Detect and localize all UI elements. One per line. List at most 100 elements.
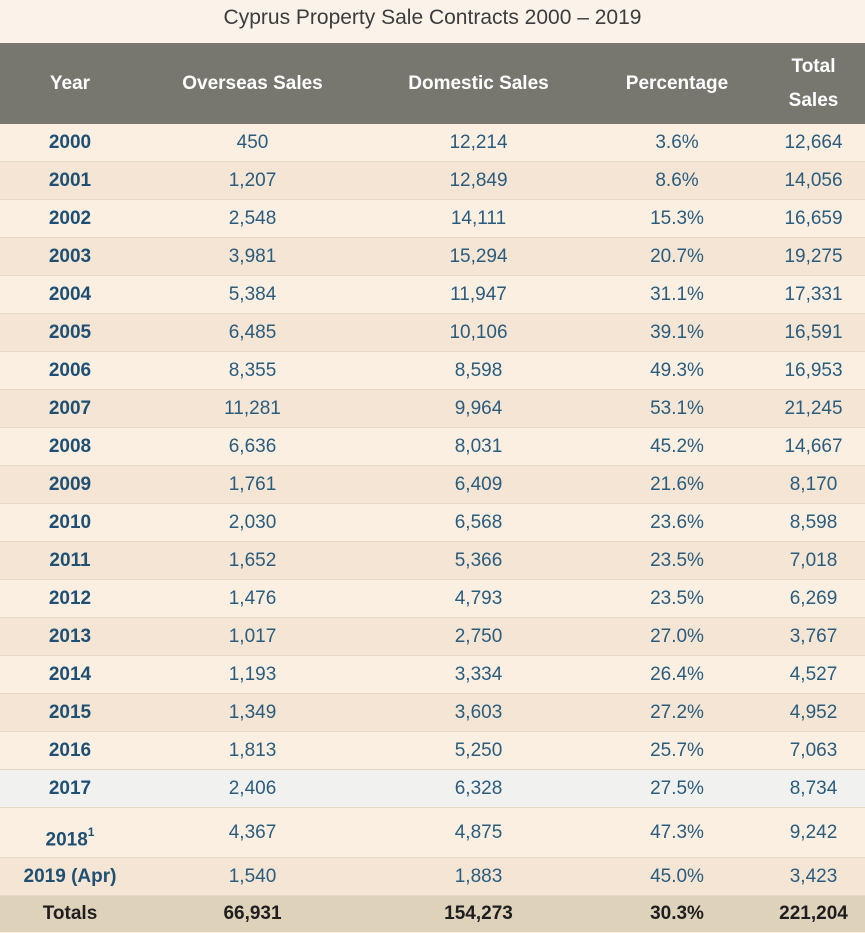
- cell-total-sales: 4,952: [762, 693, 865, 732]
- cell-year-text: 2004: [48, 283, 92, 305]
- cell-percentage: 45.2%: [592, 427, 762, 466]
- table-row: 2009 1,761 6,409 21.6% 8,170: [0, 465, 865, 504]
- cell-year-text: 2003: [48, 245, 92, 267]
- cell-overseas-sales-text: 6,636: [228, 435, 277, 457]
- cell-year-text: 2011: [49, 549, 91, 571]
- cell-overseas-sales-text: 450: [236, 131, 269, 153]
- cell-total-sales: 7,018: [762, 541, 865, 580]
- cell-percentage-text: 49.3%: [650, 359, 704, 381]
- cell-overseas-sales: 1,476: [140, 579, 365, 618]
- cell-total-sales-text: 7,063: [789, 739, 838, 761]
- cell-year-text: 2018: [45, 829, 88, 850]
- cell-percentage: 21.6%: [592, 465, 762, 504]
- table-row: 2014 1,193 3,334 26.4% 4,527: [0, 655, 865, 694]
- cell-percentage-text: 45.2%: [650, 435, 704, 457]
- header-row: Year Overseas Sales Domestic Sales Perce…: [0, 43, 865, 124]
- cell-total-sales: 8,170: [762, 465, 865, 504]
- header-percentage: Percentage: [592, 43, 762, 124]
- cell-year: 2014: [0, 655, 140, 694]
- cell-domestic-sales-text: 2,750: [454, 625, 503, 647]
- cell-year-text: 2016: [48, 739, 92, 761]
- cell-domestic-sales: 5,250: [365, 731, 592, 770]
- cell-year: 2008: [0, 427, 140, 466]
- cell-overseas-sales: 2,030: [140, 503, 365, 542]
- cell-domestic-sales-text: 12,214: [449, 131, 508, 153]
- cell-total-sales: 16,659: [762, 199, 865, 238]
- cell-percentage: 15.3%: [592, 199, 762, 238]
- cell-overseas-sales: 2,406: [140, 769, 365, 808]
- cell-overseas-sales: 1,207: [140, 161, 365, 200]
- cell-percentage-text: 15.3%: [650, 207, 704, 229]
- cell-domestic-sales-text: 3,334: [454, 663, 503, 685]
- cell-total-sales-text: 7,018: [789, 549, 838, 571]
- cell-total-sales: 19,275: [762, 237, 865, 276]
- table-row: 2010 2,030 6,568 23.6% 8,598: [0, 503, 865, 542]
- totals-label: Totals: [0, 895, 140, 932]
- cell-year-text: 2001: [48, 169, 92, 191]
- cell-total-sales-text: 14,667: [784, 435, 843, 457]
- table-row: 2005 6,485 10,106 39.1% 16,591: [0, 313, 865, 352]
- cell-year: 2006: [0, 351, 140, 390]
- table-row: 2006 8,355 8,598 49.3% 16,953: [0, 351, 865, 390]
- cell-percentage-text: 8.6%: [655, 169, 699, 191]
- table-row: 2015 1,349 3,603 27.2% 4,952: [0, 693, 865, 732]
- cell-percentage-text: 47.3%: [650, 821, 704, 843]
- header-year: Year: [0, 43, 140, 124]
- cell-overseas-sales: 2,548: [140, 199, 365, 238]
- cell-total-sales: 7,063: [762, 731, 865, 770]
- cell-year: 2015: [0, 693, 140, 732]
- cell-domestic-sales-text: 6,568: [454, 511, 503, 533]
- totals-percentage: 30.3%: [592, 895, 762, 932]
- cell-total-sales: 9,242: [762, 807, 865, 858]
- cell-overseas-sales: 1,540: [140, 857, 365, 896]
- cell-year: 2010: [0, 503, 140, 542]
- cell-total-sales-text: 16,953: [784, 359, 843, 381]
- cell-percentage: 31.1%: [592, 275, 762, 314]
- cell-overseas-sales: 1,652: [140, 541, 365, 580]
- cell-total-sales-text: 17,331: [784, 283, 843, 305]
- cell-total-sales: 12,664: [762, 124, 865, 162]
- table-row: 2008 6,636 8,031 45.2% 14,667: [0, 427, 865, 466]
- totals-overseas: 66,931: [140, 895, 365, 932]
- cell-domestic-sales-text: 6,328: [454, 777, 503, 799]
- cell-overseas-sales-text: 5,384: [228, 283, 277, 305]
- cell-percentage: 23.6%: [592, 503, 762, 542]
- cell-year-text: 2019 (Apr): [23, 865, 117, 887]
- table-row: 2016 1,813 5,250 25.7% 7,063: [0, 731, 865, 770]
- cell-domestic-sales: 4,875: [365, 807, 592, 858]
- cell-year: 2011: [0, 541, 140, 580]
- cell-total-sales-text: 9,242: [789, 821, 838, 843]
- cell-total-sales-text: 4,527: [789, 663, 838, 685]
- cell-percentage: 27.2%: [592, 693, 762, 732]
- cell-domestic-sales: 8,031: [365, 427, 592, 466]
- cell-overseas-sales: 1,761: [140, 465, 365, 504]
- table-row: 2007 11,281 9,964 53.1% 21,245: [0, 389, 865, 428]
- cell-total-sales-text: 16,591: [784, 321, 843, 343]
- cell-percentage-text: 23.6%: [650, 511, 704, 533]
- cell-domestic-sales-text: 12,849: [449, 169, 508, 191]
- cell-domestic-sales-text: 5,366: [454, 549, 503, 571]
- cell-overseas-sales-text: 1,349: [228, 701, 277, 723]
- cell-overseas-sales-text: 2,548: [228, 207, 277, 229]
- cell-domestic-sales: 3,334: [365, 655, 592, 694]
- cell-overseas-sales-text: 1,476: [228, 587, 277, 609]
- cell-overseas-sales-text: 6,485: [228, 321, 277, 343]
- cell-year-text: 2006: [48, 359, 92, 381]
- cell-overseas-sales: 4,367: [140, 807, 365, 858]
- cell-year-text: 2000: [48, 131, 92, 153]
- cell-percentage: 47.3%: [592, 807, 762, 858]
- cell-year-text: 2017: [48, 777, 92, 799]
- cell-overseas-sales-text: 2,406: [228, 777, 277, 799]
- cell-overseas-sales-text: 1,207: [228, 169, 277, 191]
- cell-percentage-text: 27.2%: [650, 701, 704, 723]
- cell-percentage-text: 20.7%: [650, 245, 704, 267]
- cell-domestic-sales: 14,111: [365, 199, 592, 238]
- cell-year: 2019 (Apr): [0, 857, 140, 896]
- cell-domestic-sales: 10,106: [365, 313, 592, 352]
- cell-domestic-sales: 4,793: [365, 579, 592, 618]
- sales-table: Year Overseas Sales Domestic Sales Perce…: [0, 43, 865, 932]
- cell-total-sales-text: 19,275: [784, 245, 843, 267]
- table-row: 2001 1,207 12,849 8.6% 14,056: [0, 161, 865, 200]
- cell-total-sales: 8,598: [762, 503, 865, 542]
